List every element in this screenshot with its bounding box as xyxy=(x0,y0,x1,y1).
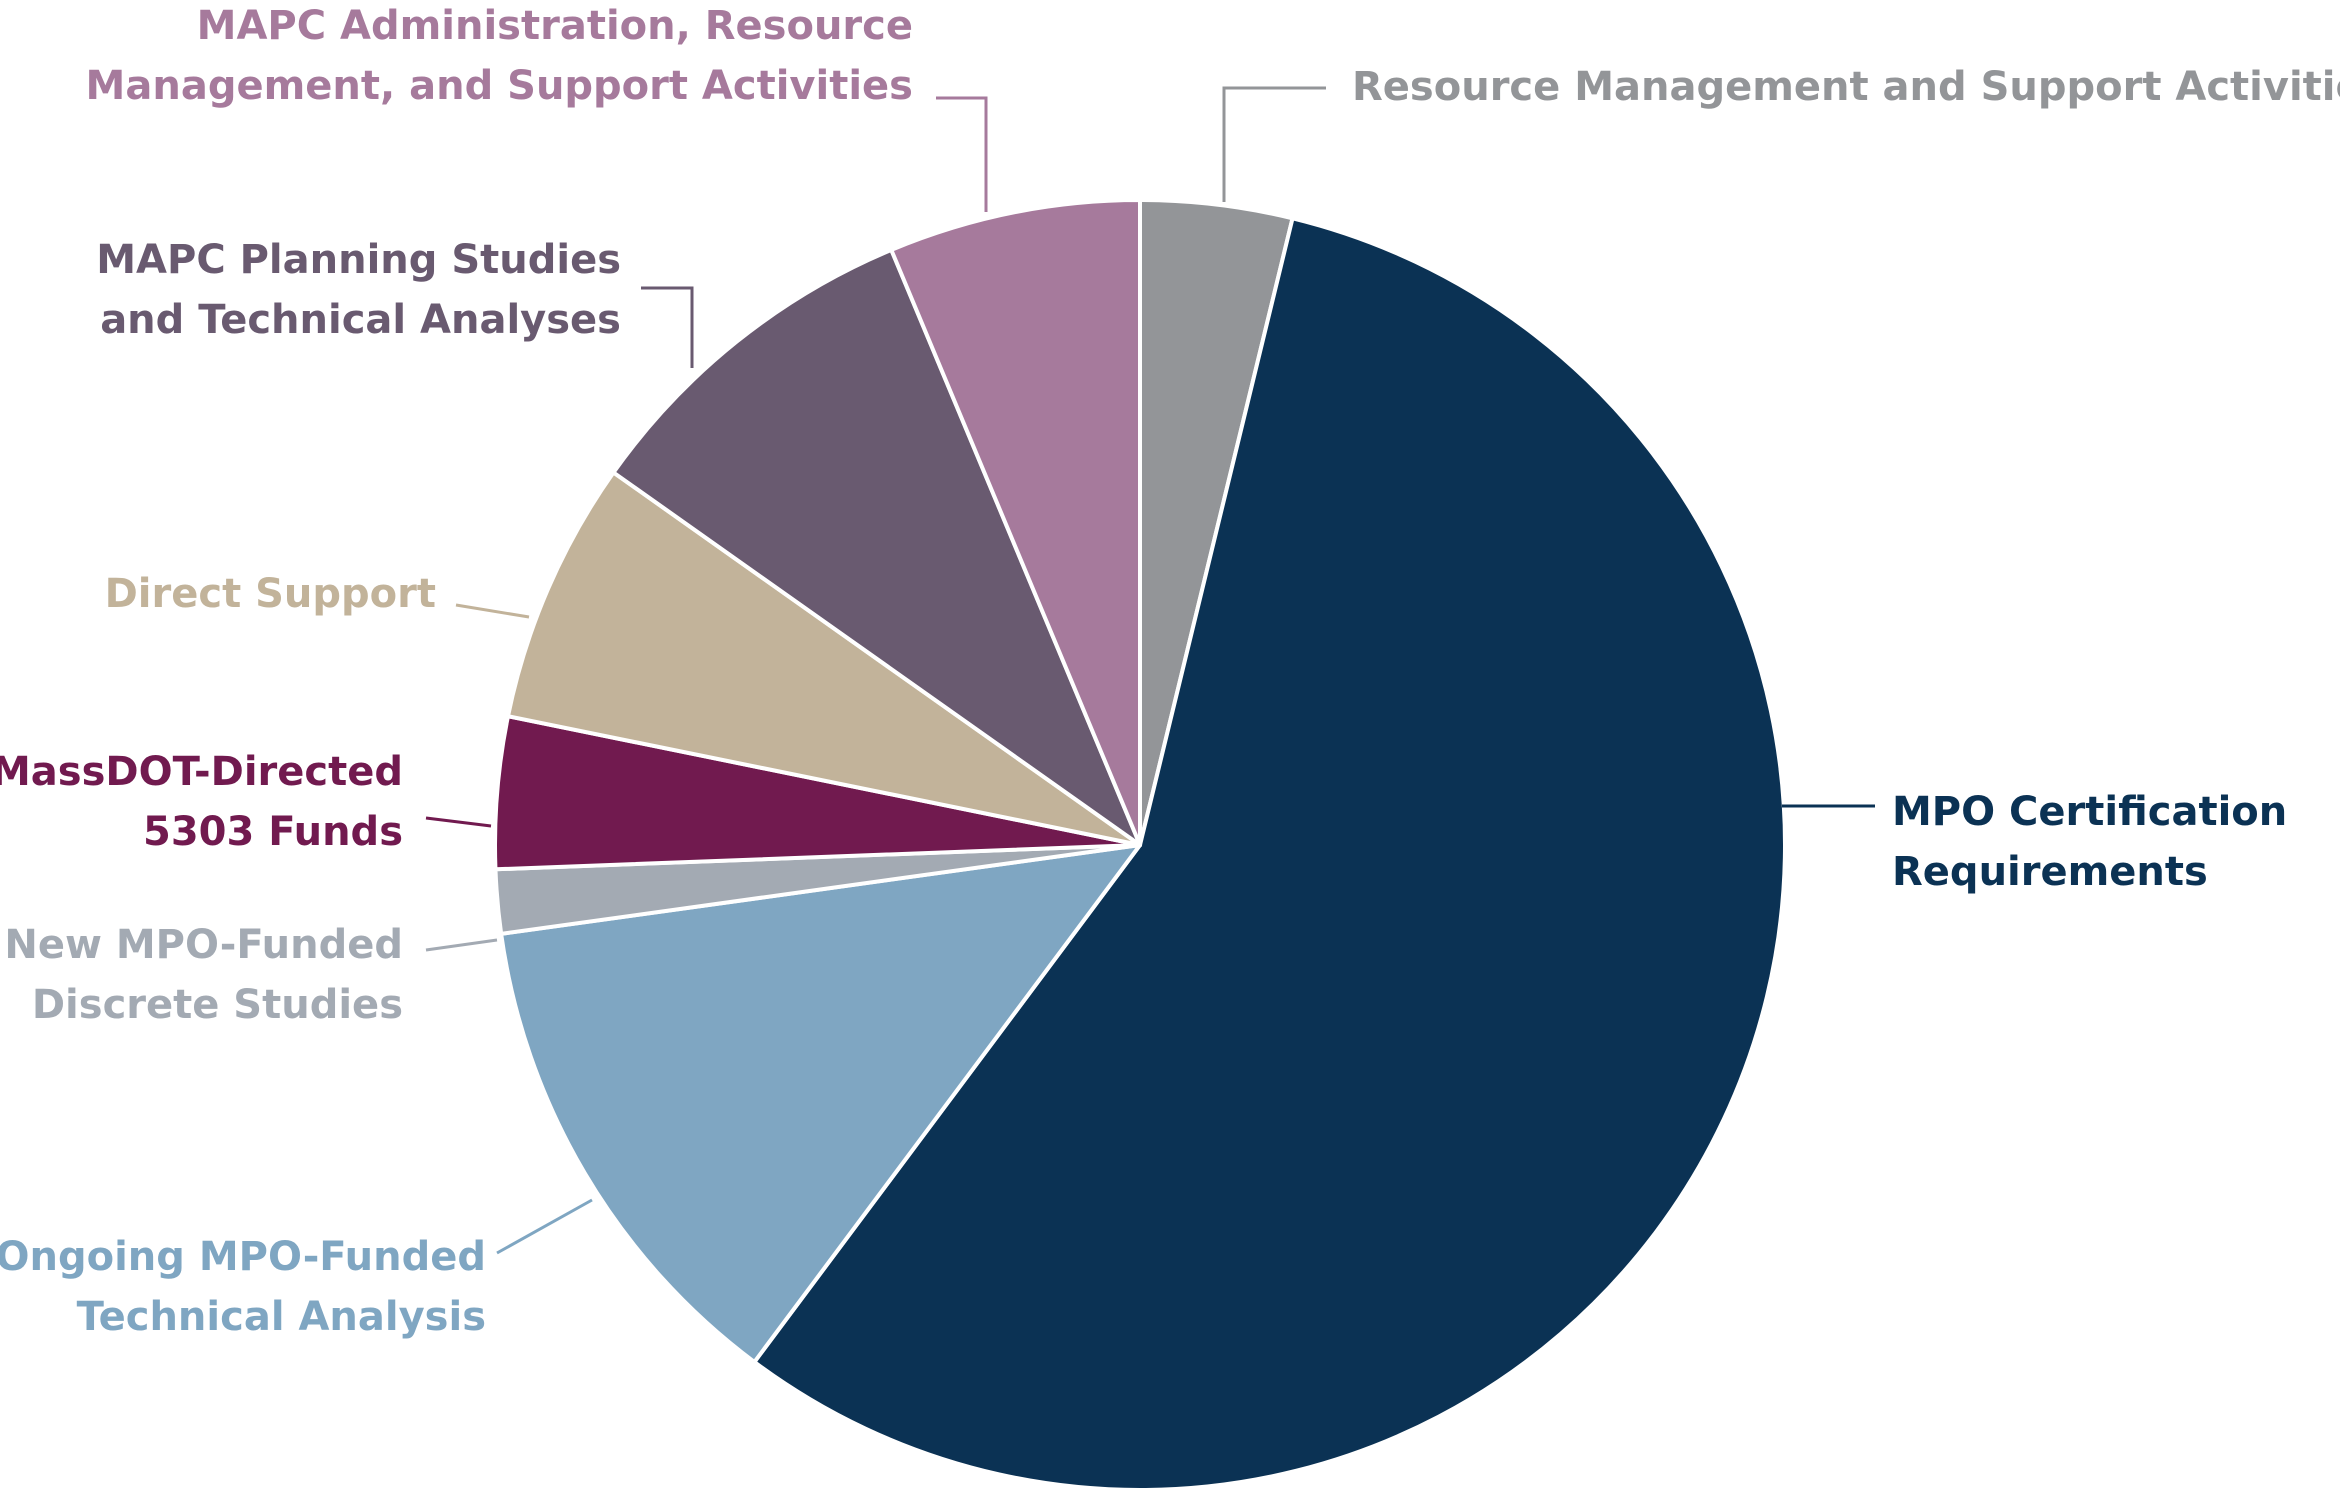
slice-label-line: Discrete Studies xyxy=(32,982,403,1028)
slice-label-line: and Technical Analyses xyxy=(100,297,621,343)
pie-slice-mapc-administration-resource-management-and-support-activities xyxy=(889,198,1142,847)
slice-label-massdot-directed-5303-funds: MassDOT-Directed 5303 Funds xyxy=(0,749,403,855)
slice-label-line: MassDOT-Directed xyxy=(0,749,403,795)
leader-line-mapc-administration-resource-management-and-support-activities xyxy=(936,96,988,212)
slice-label-line: MAPC Administration, Resource xyxy=(197,3,913,49)
leader-lines xyxy=(425,86,1875,1255)
slice-labels: Resource Management and Support Activiti… xyxy=(0,3,2340,1340)
pie-slice-mapc-planning-studies-and-technical-analyses xyxy=(611,247,1142,847)
pie-slice-mpo-certification-requirements xyxy=(752,216,1787,1492)
slice-label-line: New MPO-Funded xyxy=(4,922,403,968)
leader-line-resource-management-and-support-activities xyxy=(1222,86,1326,202)
leader-line-mapc-planning-studies-and-technical-analyses xyxy=(641,286,694,368)
slice-label-line: Direct Support xyxy=(105,571,436,617)
slice-label-line: Technical Analysis xyxy=(77,1294,486,1340)
leader-line-massdot-directed-5303-funds xyxy=(425,816,492,828)
slice-label-mapc-administration-resource-management-and-support-activities: MAPC Administration, Resource Management,… xyxy=(86,3,913,109)
slice-label-line: MAPC Planning Studies xyxy=(96,237,621,283)
slice-label-mpo-certification-requirements: MPO Certification Requirements xyxy=(1892,789,2287,895)
pie-slices xyxy=(493,198,1787,1492)
pie-slice-direct-support xyxy=(505,470,1142,847)
slice-label-line: Management, and Support Activities xyxy=(86,63,913,109)
slice-label-line: Requirements xyxy=(1892,849,2208,895)
slice-label-line: 5303 Funds xyxy=(143,809,403,855)
slice-label-resource-management-and-support-activities: Resource Management and Support Activiti… xyxy=(1352,64,2340,110)
pie-slice-ongoing-mpo-funded-technical-analysis xyxy=(499,843,1142,1365)
leader-line-direct-support xyxy=(455,603,530,619)
leader-line-ongoing-mpo-funded-technical-analysis xyxy=(496,1198,593,1255)
slice-label-new-mpo-funded-discrete-studies: New MPO-Funded Discrete Studies xyxy=(4,922,403,1028)
slice-label-line: Resource Management and Support Activiti… xyxy=(1352,64,2340,110)
slice-label-mapc-planning-studies-and-technical-analyses: MAPC Planning Studies and Technical Analy… xyxy=(96,237,621,343)
leader-line-new-mpo-funded-discrete-studies xyxy=(425,938,498,952)
slice-label-line: Ongoing MPO-Funded xyxy=(0,1234,486,1280)
slice-label-direct-support: Direct Support xyxy=(105,571,436,617)
slice-label-ongoing-mpo-funded-technical-analysis: Ongoing MPO-Funded Technical Analysis xyxy=(0,1234,486,1340)
slice-label-line: MPO Certification xyxy=(1892,789,2287,835)
